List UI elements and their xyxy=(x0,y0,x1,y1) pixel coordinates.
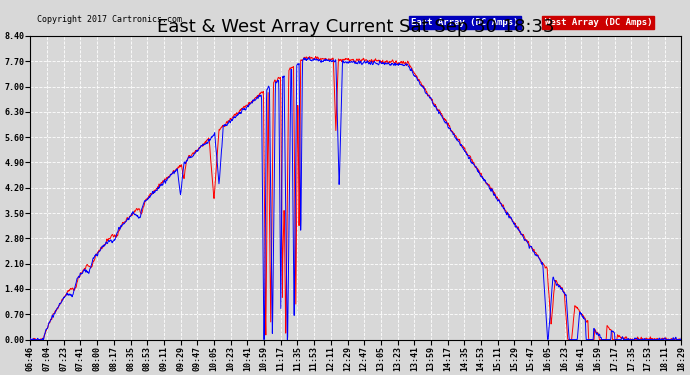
Text: Copyright 2017 Cartronics.com: Copyright 2017 Cartronics.com xyxy=(37,15,182,24)
Text: East Array (DC Amps): East Array (DC Amps) xyxy=(411,18,519,27)
Title: East & West Array Current Sat Sep 30 18:33: East & West Array Current Sat Sep 30 18:… xyxy=(157,18,555,36)
Text: West Array (DC Amps): West Array (DC Amps) xyxy=(544,18,652,27)
